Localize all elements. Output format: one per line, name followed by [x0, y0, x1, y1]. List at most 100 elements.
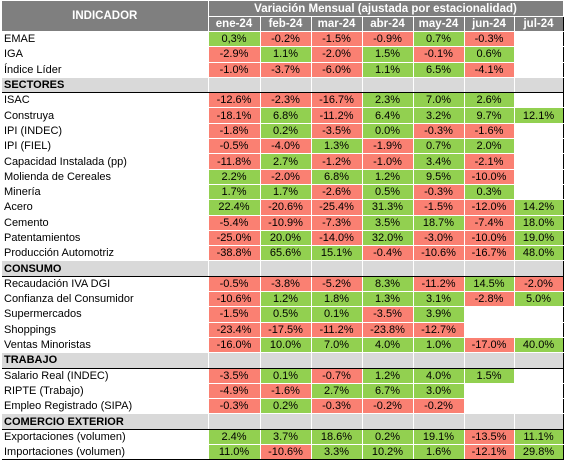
value-cell: -18.1%: [208, 107, 261, 124]
value-cell: -0.7%: [311, 368, 363, 384]
value-cell: 1.8%: [311, 291, 363, 308]
section-row: CONSUMO: [2, 260, 564, 277]
value-cell: 48.0%: [513, 245, 564, 262]
value-cell: 3.9%: [413, 306, 465, 323]
value-cell: 0.0%: [362, 123, 414, 140]
value-cell: [513, 92, 564, 109]
value-cell: -25.4%: [311, 199, 363, 216]
value-cell: [513, 398, 564, 415]
value-cell: 12.1%: [513, 107, 564, 124]
table-row: Empleo Registrado (SIPA) -0.3% 0.2% -0.3% -0…: [2, 398, 564, 415]
section-row: COMERCIO EXTERIOR: [2, 413, 564, 430]
value-cell: 3.1%: [413, 291, 465, 308]
value-cell: -1.0%: [208, 62, 261, 78]
table-row: Capacidad Instalada (pp) -11.8% 2.7% -1.2% -…: [2, 153, 564, 170]
value-cell: -0.2%: [260, 31, 312, 48]
section-fill-cell: [208, 413, 261, 430]
indicator-name: Cemento: [2, 215, 209, 231]
value-cell: -13.5%: [464, 429, 515, 446]
value-cell: [513, 123, 564, 140]
indicator-name: Shoppings: [2, 322, 209, 338]
month-header-ene-24: ene-24: [208, 16, 261, 32]
indicator-name: Índice Líder: [2, 62, 209, 78]
value-cell: 0.2%: [362, 429, 414, 446]
value-cell: -23.8%: [362, 322, 414, 338]
value-cell: 3.4%: [413, 153, 465, 170]
value-cell: -0.3%: [311, 398, 363, 415]
value-cell: -0.4%: [362, 245, 414, 262]
value-cell: 7.0%: [311, 337, 363, 354]
indicator-name: Acero: [2, 199, 209, 216]
value-cell: -2.1%: [464, 153, 515, 170]
value-cell: 2.4%: [208, 429, 261, 446]
section-fill-cell: [311, 413, 363, 430]
value-cell: -1.5%: [311, 31, 363, 48]
indicator-name: Producción Automotriz: [2, 245, 209, 262]
value-cell: -1.6%: [260, 383, 312, 400]
value-cell: 22.4%: [208, 199, 261, 216]
value-cell: -2.0%: [513, 276, 564, 293]
value-cell: -17.5%: [260, 322, 312, 338]
indicator-name: Ventas Minoristas: [2, 337, 209, 354]
value-cell: -16.0%: [208, 337, 261, 354]
indicator-name: Molienda de Cereales: [2, 169, 209, 185]
value-cell: -4.1%: [464, 62, 515, 78]
value-cell: [513, 368, 564, 384]
value-cell: -0.3%: [464, 31, 515, 48]
table-row: Recaudación IVA DGI -0.5% -3.8% -5.2% 8.3% -1…: [2, 276, 564, 293]
table-row: Confianza del Consumidor -10.6% 1.2% 1.8% 1.…: [2, 291, 564, 308]
value-cell: -0.3%: [413, 184, 465, 201]
section-fill-cell: [311, 260, 363, 277]
value-cell: -3.5%: [362, 306, 414, 323]
value-cell: -11.2%: [413, 276, 465, 293]
value-cell: -1.5%: [208, 306, 261, 323]
value-cell: 1.2%: [362, 368, 414, 384]
value-cell: 0.2%: [260, 398, 312, 415]
value-cell: 2.7%: [311, 383, 363, 400]
section-fill-cell: [208, 260, 261, 277]
value-cell: 10.2%: [362, 444, 414, 461]
section-fill-cell: [311, 352, 363, 369]
value-cell: 14.5%: [464, 276, 515, 293]
value-cell: 0.5%: [362, 184, 414, 201]
section-fill-cell: [464, 413, 515, 430]
value-cell: 4.0%: [362, 337, 414, 354]
value-cell: 15.1%: [311, 245, 363, 262]
value-cell: 65.6%: [260, 245, 312, 262]
value-cell: 6.8%: [260, 107, 312, 124]
section-fill-cell: [362, 413, 414, 430]
value-cell: 1.1%: [362, 62, 414, 78]
value-cell: 0.1%: [311, 306, 363, 323]
section-title: CONSUMO: [2, 260, 209, 277]
value-cell: -10.6%: [260, 444, 312, 461]
value-cell: 0.5%: [260, 306, 312, 323]
section-fill-cell: [413, 352, 465, 369]
section-fill-cell: [362, 352, 414, 369]
value-cell: -16.7%: [464, 245, 515, 262]
value-cell: 0.6%: [464, 46, 515, 63]
table-row: Molienda de Cereales 2.2% -2.0% 6.8% 1.2% 9.5…: [2, 169, 564, 185]
section-fill-cell: [413, 260, 465, 277]
value-cell: [513, 153, 564, 170]
value-cell: 19.0%: [513, 230, 564, 247]
value-cell: 3.3%: [311, 444, 363, 461]
value-cell: -10.9%: [260, 215, 312, 231]
value-cell: 1.3%: [311, 138, 363, 155]
value-cell: -0.3%: [413, 123, 465, 140]
value-cell: [464, 306, 515, 323]
value-cell: 1.2%: [260, 291, 312, 308]
value-cell: -4.0%: [260, 138, 312, 155]
value-cell: -0.1%: [413, 46, 465, 63]
value-cell: -1.5%: [413, 199, 465, 216]
value-cell: 1.0%: [413, 337, 465, 354]
value-cell: -2.3%: [260, 92, 312, 109]
section-title: SECTORES: [2, 76, 209, 94]
table-row: IGA -2.9% 1.1% -2.0% 1.5% -0.1% 0.6%: [2, 46, 564, 63]
month-header-feb-24: feb-24: [260, 16, 312, 32]
table-row: EMAE 0,3% -0.2% -1.5% -0.9% 0.7% -0.3%: [2, 31, 564, 48]
value-cell: -0.3%: [208, 398, 261, 415]
value-cell: [464, 383, 515, 400]
value-cell: 4.0%: [413, 368, 465, 384]
value-cell: -6.0%: [311, 62, 363, 78]
value-cell: -0.2%: [362, 398, 414, 415]
